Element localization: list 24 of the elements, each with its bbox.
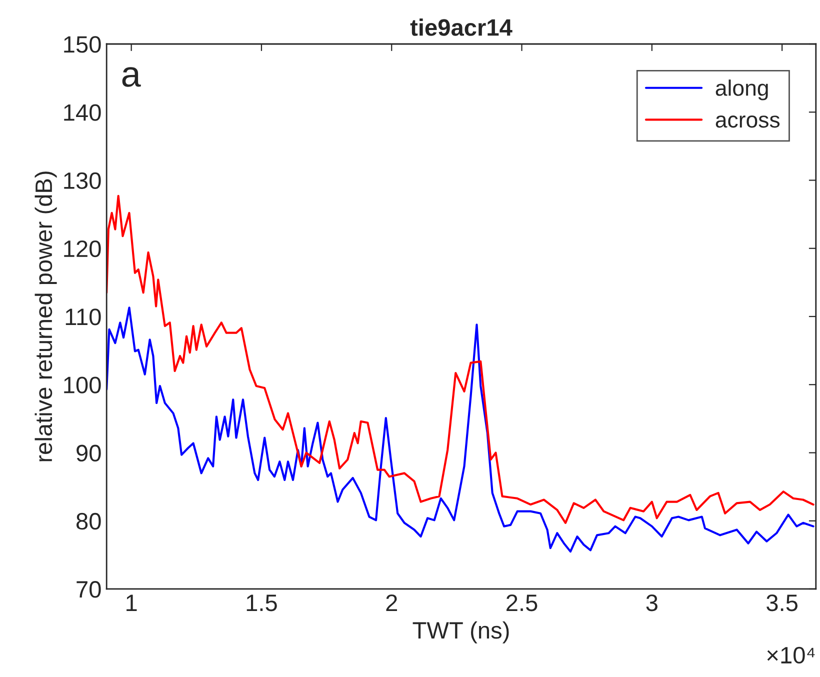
line-series	[106, 306, 814, 553]
x-tick-label: 1	[126, 594, 137, 611]
y-tick-label: 140	[64, 104, 101, 121]
legend-label: across	[716, 116, 780, 128]
text: ×10⁴	[767, 646, 815, 664]
chart-title: tie9acr14	[410, 18, 512, 36]
y-tick-label: 130	[64, 172, 101, 190]
y-tick-label: 120	[64, 240, 101, 258]
y-axis-title: relative returned power (dB)	[34, 172, 57, 462]
annotation: a	[122, 67, 141, 87]
y-tick-label: 70	[76, 581, 101, 598]
x-tick-label: 1.5	[246, 594, 277, 612]
y-tick-label: 80	[76, 512, 101, 530]
legend-label: along	[716, 80, 768, 100]
line-series	[106, 194, 814, 524]
y-tick-label: 150	[64, 36, 101, 53]
x-tick-label: 2	[386, 594, 397, 611]
x-tick-label: 3	[646, 594, 658, 612]
x-tick-label: 3.5	[766, 594, 798, 612]
x-tick-label: 2.5	[506, 594, 538, 612]
y-tick-label: 90	[76, 444, 101, 462]
y-tick-label: 100	[64, 376, 101, 394]
y-tick-label: 110	[66, 308, 101, 326]
x-axis-title: TWT (ns)	[412, 621, 509, 644]
